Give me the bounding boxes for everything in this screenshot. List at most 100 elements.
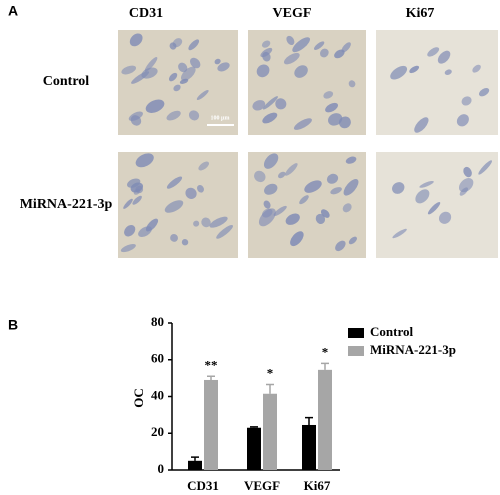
tissue-structure: [323, 91, 334, 99]
tissue-structure: [456, 114, 469, 127]
tissue-structure: [390, 65, 408, 80]
x-tick-label: Ki67: [304, 478, 331, 493]
tissue-structure: [145, 99, 165, 113]
tissue-structure: [130, 115, 142, 126]
tissue-structure: [209, 216, 228, 228]
row-label: MiRNA-221-3p: [20, 197, 113, 212]
tissue-structure: [285, 163, 298, 176]
tissue-structure: [166, 110, 181, 121]
tissue-structure: [198, 161, 210, 171]
y-tick-label: 40: [151, 387, 164, 402]
tissue-structure: [438, 211, 452, 224]
tissue-structure: [144, 57, 158, 72]
tissue-structure: [341, 42, 351, 53]
tissue-structure: [427, 202, 441, 215]
tissue-structure: [414, 117, 429, 133]
tissue-structure: [262, 51, 271, 62]
tissue-structure: [444, 69, 452, 75]
scale-bar-label: 100 μm: [211, 115, 230, 121]
tissue-structure: [123, 198, 133, 209]
y-axis-label: OC: [131, 388, 146, 408]
legend-swatch: [348, 346, 364, 356]
y-tick-label: 0: [158, 461, 165, 476]
bar-chart: 0 20 40 60 80 OC CD31 ** VEGF * Ki67 * Control MiRNA-…: [131, 314, 456, 493]
error-bar: [305, 416, 313, 425]
tissue-structure: [478, 88, 490, 97]
tissue-structure: [168, 72, 178, 82]
y-tick-label: 60: [151, 351, 164, 366]
tissue-structure: [304, 180, 322, 193]
tissue-structure: [419, 180, 434, 188]
tissue-structure: [293, 118, 312, 130]
column-header: CD31: [129, 6, 163, 21]
tissue-structure: [214, 58, 221, 65]
error-bar: [250, 426, 258, 428]
tissue-structure: [252, 100, 266, 111]
tissue-structure: [120, 244, 136, 253]
tissue-structure: [461, 96, 472, 106]
legend-swatch: [348, 328, 364, 338]
tissue-structure: [180, 66, 196, 81]
significance-label: *: [322, 344, 329, 359]
tissue-structure: [478, 160, 493, 175]
tissue-structure: [392, 182, 405, 194]
tissue-structure: [129, 33, 143, 47]
error-bar: [191, 456, 199, 461]
tissue-structure: [328, 113, 343, 126]
tissue-structure: [286, 35, 295, 46]
tissue-structure: [348, 80, 356, 88]
bar: [188, 460, 202, 470]
tissue-structure: [166, 176, 183, 189]
significance-label: **: [205, 357, 218, 372]
tissue-structure: [216, 225, 233, 239]
tissue-structure: [121, 65, 137, 75]
tissue-structure: [188, 110, 200, 121]
tissue-structure: [197, 185, 204, 193]
tissue-structure: [338, 116, 351, 129]
tissue-structure: [263, 153, 279, 169]
legend-label: MiRNA-221-3p: [370, 342, 456, 357]
tissue-structure: [415, 189, 430, 204]
error-bar: [321, 362, 329, 370]
tissue-structure: [278, 171, 286, 179]
tissue-structure: [190, 57, 201, 69]
tissue-structure: [292, 37, 311, 53]
tissue-structure: [217, 62, 230, 72]
tissue-structure: [392, 228, 407, 239]
panel-label: B: [8, 317, 18, 333]
tissue-structure: [335, 240, 346, 252]
tissue-structure: [172, 38, 183, 48]
tissue-structure: [173, 84, 181, 92]
tissue-structure: [275, 98, 287, 110]
tissue-structure: [273, 205, 287, 216]
tissue-structure: [463, 166, 472, 178]
bar: [302, 424, 316, 470]
tissue-structure: [345, 156, 357, 164]
tissue-structure: [254, 170, 266, 183]
bar: [318, 369, 332, 470]
row-label: Control: [43, 74, 90, 89]
tissue-structure: [263, 200, 271, 209]
tissue-structure: [201, 217, 211, 228]
tissue-structure: [256, 64, 270, 78]
legend-label: Control: [370, 324, 413, 339]
tissue-structure: [188, 39, 200, 51]
tissue-structure: [135, 185, 144, 194]
error-bar: [266, 383, 274, 394]
x-tick-label: CD31: [187, 478, 219, 493]
y-tick-label: 80: [151, 314, 164, 329]
bar: [204, 379, 218, 470]
tissue-structure: [409, 65, 420, 74]
tissue-structure: [330, 187, 342, 195]
tissue-structure: [145, 218, 159, 232]
tissue-structure: [458, 178, 474, 193]
tissue-structure: [283, 52, 300, 65]
tissue-structure: [290, 231, 304, 247]
tissue-structure: [124, 225, 136, 237]
significance-label: *: [267, 366, 274, 381]
tissue-structure: [427, 47, 440, 57]
tissue-structure: [258, 208, 276, 227]
tissue-structure: [326, 173, 339, 184]
tissue-structure: [127, 178, 141, 188]
